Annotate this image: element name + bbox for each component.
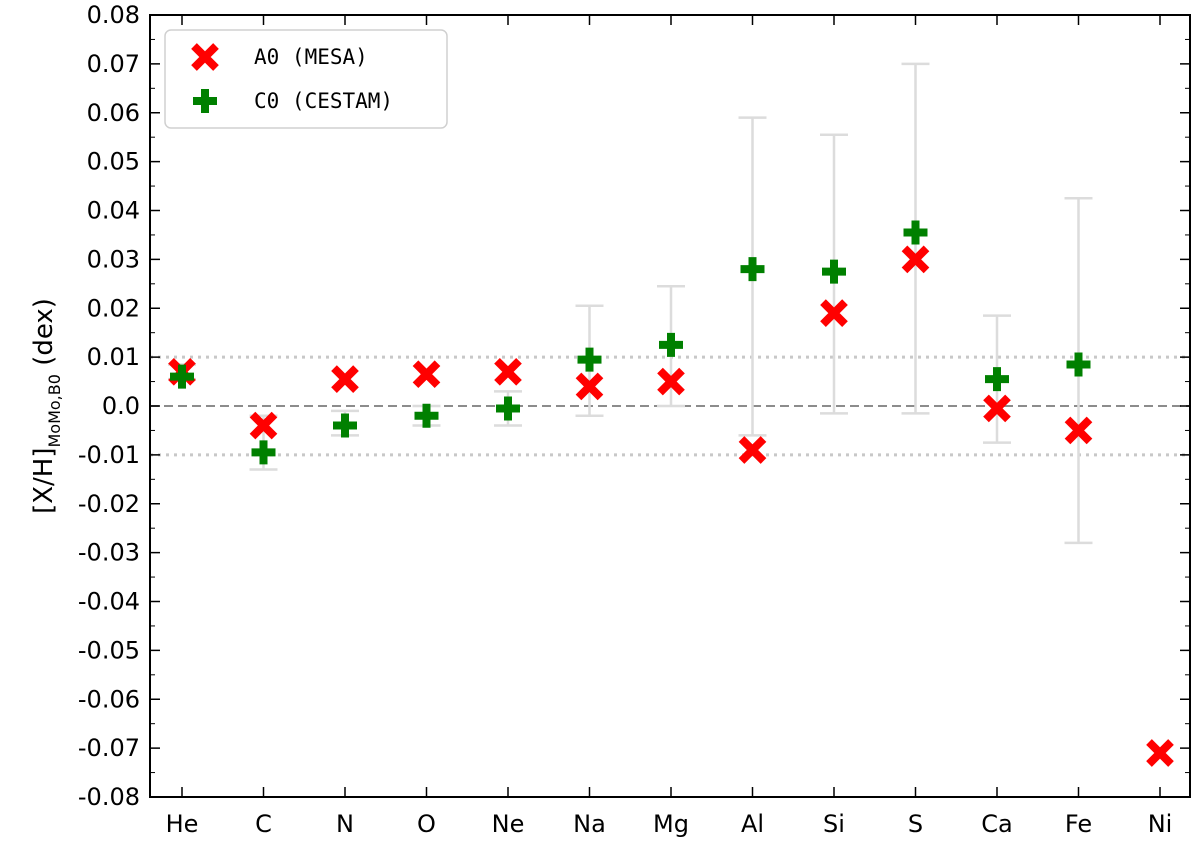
y-axis-label-unit: (dex) <box>29 298 59 374</box>
y-tick-label: 0.0 <box>102 392 140 420</box>
x-tick-label-fe: Fe <box>1065 810 1092 838</box>
x-tick-label-mg: Mg <box>653 810 689 838</box>
legend: A0 (MESA) C0 (CESTAM) <box>164 29 448 129</box>
y-axis-label-main: [X/H] <box>29 448 59 514</box>
point-si <box>820 299 848 327</box>
legend-label: C0 (CESTAM) <box>254 89 393 113</box>
x-tick-label-s: S <box>908 810 923 838</box>
legend-label: A0 (MESA) <box>254 45 368 69</box>
y-tick-label: 0.02 <box>87 294 140 322</box>
point-c <box>251 440 276 465</box>
point-ni <box>1146 739 1174 767</box>
point-na <box>575 372 604 401</box>
series-c0-cestam <box>170 220 1091 465</box>
legend-marker-x <box>191 43 219 71</box>
point-ne <box>494 357 522 386</box>
y-tick-label: -0.01 <box>78 441 140 469</box>
y-tick-label: 0.03 <box>87 245 140 273</box>
legend-entry-a0-mesa: A0 (MESA) <box>191 43 368 71</box>
point-ne <box>496 396 520 421</box>
y-tick-label: 0.08 <box>87 1 140 29</box>
point-n <box>331 365 359 393</box>
point-s <box>903 220 928 245</box>
x-tick-label-si: Si <box>823 810 845 838</box>
x-tick-label-ne: Ne <box>492 810 525 838</box>
point-si <box>822 259 846 284</box>
y-axis-label: [X/H]MoMo,B0 (dex) <box>29 298 64 514</box>
point-o <box>414 403 439 428</box>
data-points <box>168 220 1174 767</box>
legend-marker-plus <box>193 89 217 113</box>
y-tick-label: -0.06 <box>78 685 140 713</box>
point-al <box>740 257 765 282</box>
error-bars <box>168 62 1093 545</box>
point-o <box>412 360 441 389</box>
x-tick-label-n: N <box>336 810 354 838</box>
legend-box <box>164 29 448 129</box>
y-tick-label: -0.03 <box>78 539 140 567</box>
y-tick-label: -0.05 <box>78 636 140 664</box>
y-tick-label: -0.07 <box>78 734 140 762</box>
point-ca <box>985 367 1009 392</box>
y-axis-label-subscript: MoMo,B0 <box>45 374 64 447</box>
y-tick-label: -0.02 <box>78 490 140 518</box>
point-he <box>170 364 194 389</box>
legend-entry-c0-cestam: C0 (CESTAM) <box>193 89 393 113</box>
y-tick-label: 0.05 <box>87 148 140 176</box>
y-tick-label: 0.01 <box>87 343 140 371</box>
y-tick-label: -0.08 <box>78 783 140 811</box>
point-fe <box>1064 416 1093 445</box>
point-c <box>249 411 278 440</box>
point-s <box>901 245 930 274</box>
point-mg <box>657 367 685 396</box>
y-tick-label: -0.04 <box>78 588 140 616</box>
axes: 0.08 0.07 0.06 0.05 0.04 0.03 0.02 0.01 0.0 -0.01… <box>78 1 1191 838</box>
x-tick-label-ca: Ca <box>981 810 1012 838</box>
point-mg <box>659 332 683 357</box>
x-tick-label-o: O <box>417 810 436 838</box>
point-fe <box>1066 352 1091 377</box>
point-na <box>577 347 602 372</box>
point-al <box>738 436 767 464</box>
y-tick-label: 0.07 <box>87 50 140 78</box>
y-tick-label: 0.04 <box>87 197 140 225</box>
point-n <box>333 413 357 438</box>
x-tick-label-c: C <box>255 810 272 838</box>
x-tick-label-he: He <box>166 810 199 838</box>
x-tick-label-ni: Ni <box>1148 810 1173 838</box>
x-tick-label-al: Al <box>741 810 764 838</box>
point-ca <box>983 394 1011 423</box>
y-tick-label: 0.06 <box>87 99 140 127</box>
x-tick-label-na: Na <box>573 810 606 838</box>
